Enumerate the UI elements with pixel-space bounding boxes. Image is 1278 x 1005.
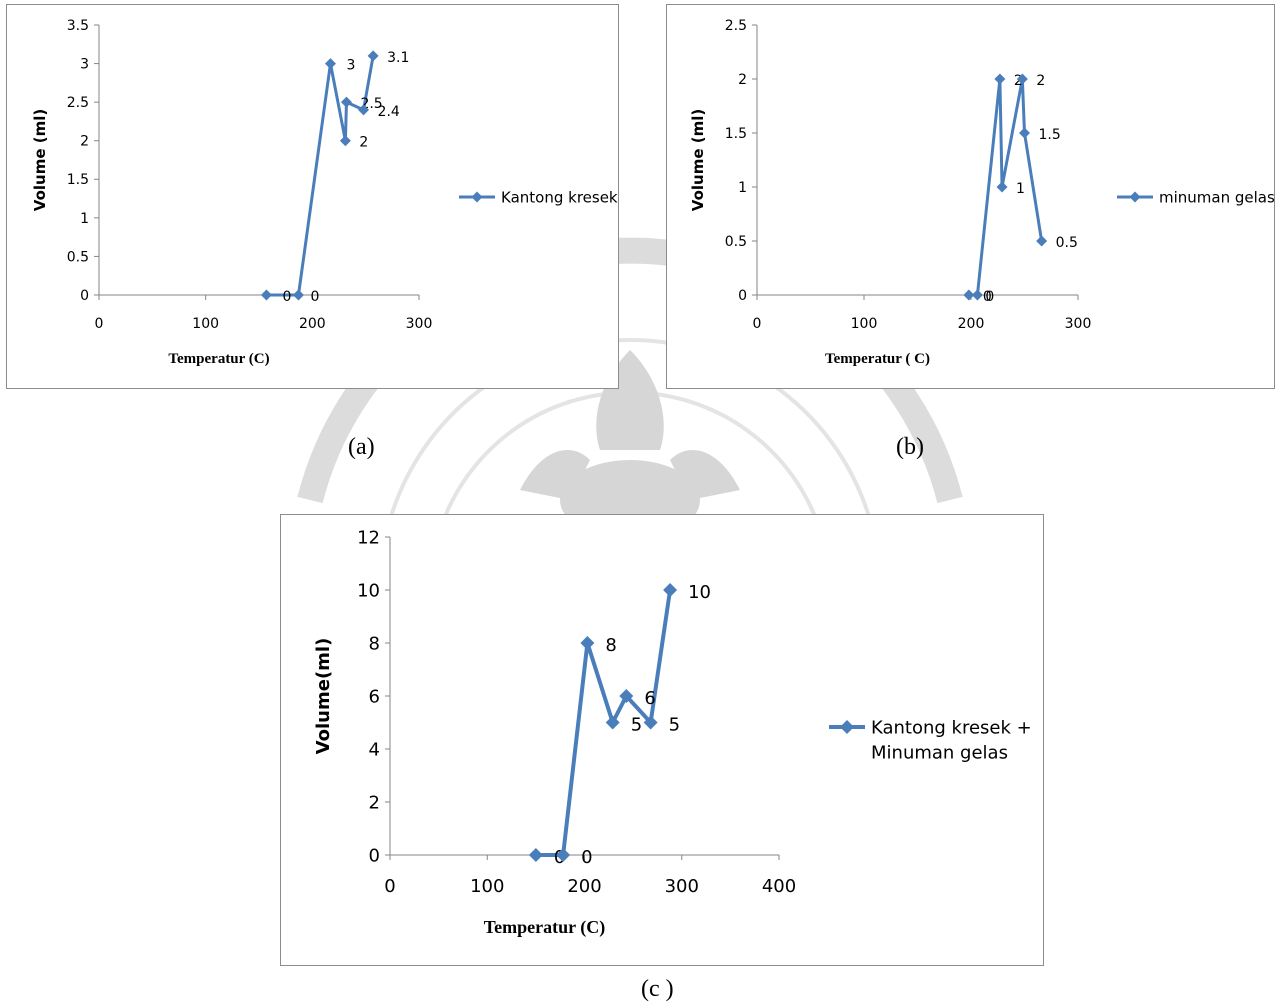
data-point	[340, 96, 352, 108]
x-tick-label: 100	[851, 316, 878, 332]
chart-panel-a: 0 0.5 1 1.5 2 2.5 3 3.5 0 100 200 300 Temperatur (C)…	[6, 4, 619, 389]
y-tick-label: 3	[80, 56, 89, 72]
y-tick-label: 0	[80, 288, 89, 304]
data-point	[292, 289, 304, 301]
data-label: 1	[1016, 181, 1025, 197]
caption-c: (c )	[641, 976, 674, 1002]
x-tick-label: 200	[567, 876, 601, 897]
data-point	[1019, 127, 1030, 139]
x-axis-label: Temperatur (C)	[484, 917, 605, 938]
y-tick-label: 0.5	[67, 249, 89, 265]
y-tick-label: 2.5	[725, 18, 747, 34]
y-tick-label: 1.5	[725, 126, 747, 142]
y-tick-label: 8	[369, 633, 380, 654]
data-point	[260, 289, 272, 301]
legend-marker	[840, 720, 854, 734]
y-axis-label: Volume(ml)	[313, 638, 334, 755]
data-label: 6	[644, 688, 655, 709]
y-tick-label: 0	[738, 288, 747, 304]
data-label: 0	[282, 289, 291, 305]
legend-marker	[471, 191, 483, 203]
data-label: 3	[346, 58, 355, 74]
data-point	[528, 848, 543, 862]
caption-a: (a)	[348, 434, 375, 460]
data-point	[663, 583, 678, 597]
x-tick-label: 200	[299, 316, 326, 332]
data-label: 2.4	[378, 104, 400, 120]
x-tick-label: 200	[958, 316, 985, 332]
data-point	[605, 715, 620, 730]
x-tick-label: 300	[665, 876, 699, 897]
data-label: 3.1	[387, 50, 409, 66]
y-tick-label: 10	[357, 580, 380, 601]
y-tick-label: 1.5	[67, 172, 89, 188]
data-point	[619, 689, 634, 703]
legend-marker	[1129, 191, 1141, 203]
y-tick-label: 1	[738, 180, 747, 196]
y-tick-label: 2	[369, 792, 380, 813]
data-label: 0	[985, 289, 994, 305]
legend-label: Minuman gelas	[871, 742, 1008, 763]
x-tick-label: 100	[192, 316, 219, 332]
x-tick-label: 400	[762, 876, 796, 897]
data-label: 2	[359, 135, 368, 151]
y-tick-label: 4	[369, 739, 380, 760]
data-point	[971, 289, 983, 301]
y-axis-label: Volume (ml)	[31, 109, 49, 211]
data-point	[324, 58, 336, 70]
data-point	[963, 289, 975, 301]
caption-b: (b)	[896, 434, 924, 460]
data-point	[996, 181, 1008, 193]
data-point	[580, 636, 595, 650]
y-tick-label: 2	[80, 134, 89, 150]
y-tick-label: 1	[80, 211, 89, 227]
data-point	[367, 50, 379, 62]
data-label: 5	[631, 715, 642, 736]
data-point	[994, 73, 1006, 85]
y-tick-label: 2	[738, 72, 747, 88]
y-tick-label: 3.5	[67, 18, 89, 34]
x-tick-label: 0	[384, 876, 395, 897]
data-point	[643, 715, 658, 730]
data-label: 1.5	[1039, 127, 1061, 143]
x-tick-label: 0	[753, 316, 762, 332]
series-line	[266, 55, 375, 297]
chart-panel-c: 0 2 4 6 8 10 12 0 100 200 300 400 Temperatur (C) Volu…	[280, 514, 1044, 966]
legend-label: Kantong kresek	[501, 188, 618, 206]
data-point	[1016, 73, 1028, 85]
data-label: 2	[1014, 73, 1023, 89]
y-tick-label: 12	[357, 527, 380, 548]
data-label: 5	[669, 715, 680, 736]
data-label: 10	[688, 582, 711, 603]
y-tick-label: 2.5	[67, 95, 89, 111]
data-point	[556, 848, 571, 862]
x-axis-label: Temperatur (C)	[168, 351, 269, 367]
x-tick-label: 300	[1065, 316, 1092, 332]
y-axis-label: Volume (ml)	[689, 109, 707, 211]
data-label: 0	[983, 289, 992, 305]
data-label: 2	[1036, 73, 1045, 89]
y-tick-label: 6	[369, 686, 380, 707]
x-tick-label: 100	[470, 876, 504, 897]
x-tick-label: 0	[95, 316, 104, 332]
data-label: 0	[310, 289, 319, 305]
x-tick-label: 300	[406, 316, 433, 332]
data-point	[339, 135, 351, 147]
data-point	[358, 104, 370, 116]
legend-label: minuman gelas	[1159, 188, 1275, 206]
y-tick-label: 0.5	[725, 234, 747, 250]
data-point	[1036, 235, 1048, 247]
data-label: 8	[605, 635, 616, 656]
x-axis-label: Temperatur ( C)	[825, 351, 930, 367]
y-tick-label: 0	[369, 845, 380, 866]
data-label: 0.5	[1056, 235, 1078, 251]
legend-label: Kantong kresek +	[871, 717, 1032, 738]
chart-panel-b: 0 0.5 1 1.5 2 2.5 0 100 200 300 Temperatur ( C) Vol…	[666, 4, 1275, 389]
chart-b: 0 0.5 1 1.5 2 2.5 0 100 200 300 Temperatur ( C) Vol…	[689, 18, 1275, 367]
data-label: 0	[581, 847, 592, 868]
